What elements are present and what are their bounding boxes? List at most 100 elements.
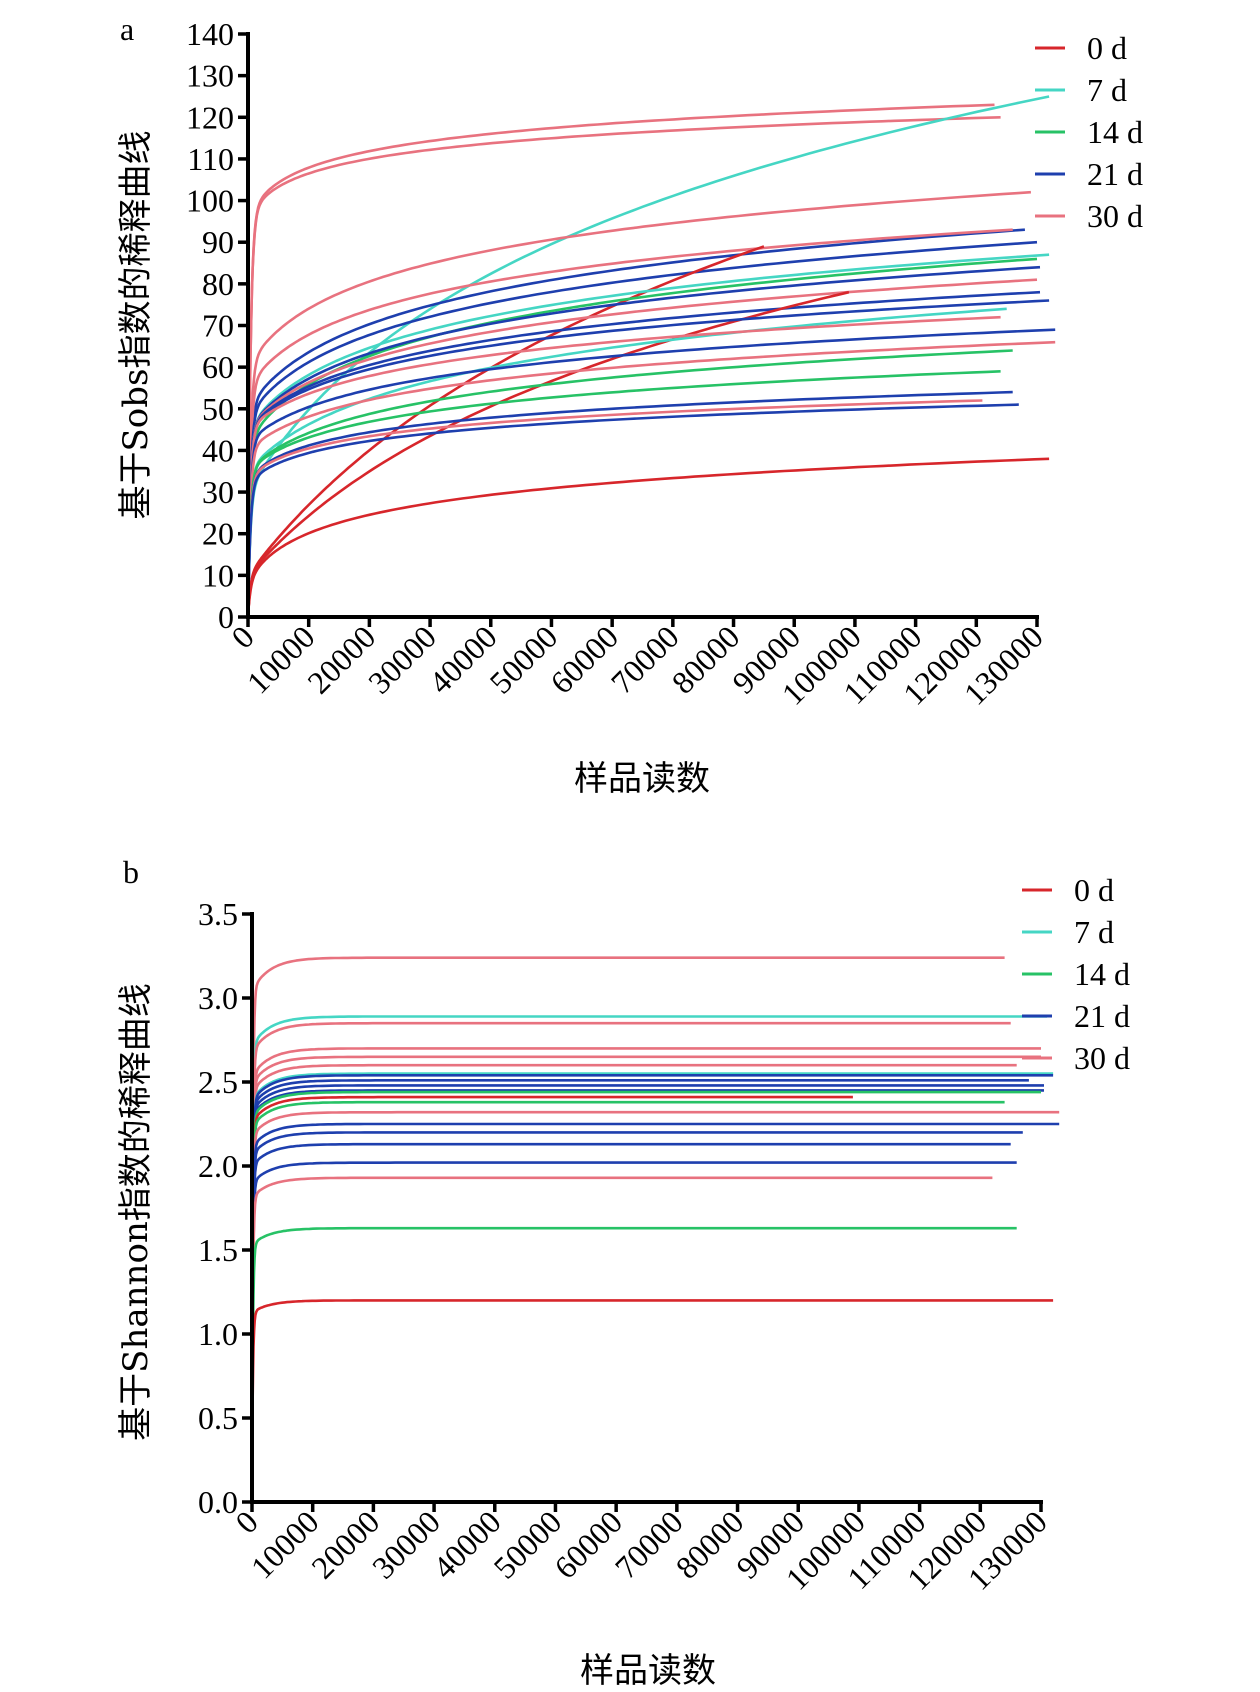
- y-tick-label: 100: [186, 183, 234, 219]
- x-tick-label: 80000: [664, 618, 746, 700]
- y-tick-label: 40: [202, 432, 234, 468]
- series-line-14d-11: [250, 1090, 1041, 1502]
- series-line-21d-12: [246, 290, 1041, 617]
- x-tick-label: 10000: [240, 618, 322, 700]
- y-tick-label: 1.5: [198, 1232, 238, 1268]
- series-line-21d-16: [250, 1131, 1023, 1502]
- chart-b-y-ticks: 0.0 0.5 1.0 1.5 2.0 2.5 3.0 3.5: [198, 896, 252, 1520]
- series-line-21d-21: [246, 390, 1013, 618]
- series-line-21d-6: [246, 240, 1038, 617]
- series-line-30d-2: [250, 1021, 1011, 1502]
- x-tick-label: 70000: [604, 618, 686, 700]
- legend-item: 14 d: [1035, 114, 1143, 150]
- series-line-21d-8: [250, 1079, 1029, 1502]
- series-line-21d-10: [250, 1089, 1044, 1502]
- y-tick-label: 1.0: [198, 1316, 238, 1352]
- legend-item: 30 d: [1022, 1040, 1130, 1076]
- y-tick-label: 3.5: [198, 896, 238, 932]
- series-line-14d-20: [250, 1226, 1017, 1502]
- series-line-30d-22: [246, 399, 983, 618]
- x-tick-label: 30000: [361, 618, 443, 700]
- series-line-30d-3: [246, 190, 1031, 617]
- y-tick-label: 0.5: [198, 1400, 238, 1436]
- chart-b-x-ticks: 0100002000030000400005000060000700008000…: [228, 1502, 1054, 1597]
- chart-b-legend: 0 d 7 d 14 d 21 d 30 d: [1022, 872, 1130, 1076]
- series-line-21d-9: [250, 1084, 1044, 1502]
- panel-label-b: b: [123, 854, 139, 890]
- series-line-30d-0: [250, 956, 1005, 1502]
- x-tick-label: 70000: [608, 1503, 690, 1585]
- series-line-30d-19: [250, 1176, 993, 1502]
- legend-item: 0 d: [1035, 30, 1127, 66]
- y-tick-label: 2.0: [198, 1148, 238, 1184]
- chart-b-y-axis-title: 基于Shannon指数的稀释曲线: [116, 983, 156, 1441]
- series-line-0d-12: [250, 1095, 853, 1502]
- series-line-30d-11: [246, 278, 1038, 617]
- x-tick-label: 40000: [422, 618, 504, 700]
- y-tick-label: 3.0: [198, 980, 238, 1016]
- legend-label: 21 d: [1074, 998, 1130, 1034]
- chart-b-x-axis-title: 样品读数: [580, 1651, 716, 1691]
- y-tick-label: 130: [186, 58, 234, 94]
- legend-item: 7 d: [1022, 914, 1114, 950]
- y-tick-label: 60: [202, 349, 234, 385]
- legend-label: 7 d: [1087, 72, 1127, 108]
- series-line-30d-3: [250, 1047, 1041, 1502]
- legend-item: 21 d: [1035, 156, 1143, 192]
- legend-label: 30 d: [1087, 198, 1143, 234]
- series-line-0d-24: [246, 457, 1050, 619]
- series-line-21d-23: [246, 403, 1019, 618]
- series-line-30d-1: [246, 116, 1001, 617]
- x-tick-label: 80000: [668, 1503, 750, 1585]
- series-line-21d-7: [250, 1074, 1054, 1502]
- legend-label: 14 d: [1087, 114, 1143, 150]
- legend-label: 14 d: [1074, 956, 1130, 992]
- legend-item: 0 d: [1022, 872, 1114, 908]
- series-line-7d-6: [250, 1072, 1054, 1502]
- legend-item: 21 d: [1022, 998, 1130, 1034]
- series-line-21d-18: [250, 1161, 1017, 1502]
- series-line-14d-20: [246, 370, 1001, 618]
- chart-a-x-axis-title: 样品读数: [574, 759, 710, 799]
- x-tick-label: 50000: [482, 618, 564, 700]
- chart-b-shannon: b 0.00.51.01.52.02.53.03.5 0100002000030…: [116, 854, 1130, 1691]
- y-tick-label: 90: [202, 224, 234, 260]
- legend-label: 7 d: [1074, 914, 1114, 950]
- x-tick-label: 60000: [543, 618, 625, 700]
- chart-a-legend: 0 d 7 d 14 d 21 d 30 d: [1035, 30, 1143, 234]
- y-tick-label: 20: [202, 516, 234, 552]
- chart-a-x-ticks: 0100002000030000400005000060000700008000…: [224, 617, 1050, 712]
- series-line-30d-4: [250, 1055, 1041, 1502]
- series-line-21d-15: [250, 1122, 1060, 1502]
- chart-a-y-ticks: 0 10 20 30 40 50 60 70 80 90 100 110 120 130 140: [186, 16, 248, 635]
- series-line-21d-17: [246, 328, 1056, 617]
- chart-b-axes: [250, 912, 1043, 1504]
- series-line-30d-18: [246, 340, 1056, 617]
- x-tick-label: 40000: [426, 1503, 508, 1585]
- y-tick-label: 80: [202, 266, 234, 302]
- y-tick-label: 140: [186, 16, 234, 52]
- x-tick-label: 30000: [365, 1503, 447, 1585]
- legend-label: 21 d: [1087, 156, 1143, 192]
- y-tick-label: 120: [186, 99, 234, 135]
- x-tick-label: 0: [228, 1503, 265, 1540]
- series-line-21d-17: [250, 1142, 1011, 1502]
- series-line-21d-4: [246, 228, 1025, 617]
- y-tick-label: 110: [187, 141, 234, 177]
- series-line-30d-14: [250, 1110, 1060, 1502]
- chart-a-y-axis-title: 基于Sobs指数的稀释曲线: [116, 131, 156, 520]
- chart-a-curves: [246, 95, 1056, 619]
- panel-label-a: a: [120, 11, 134, 47]
- x-tick-label: 50000: [486, 1503, 568, 1585]
- x-tick-label: 60000: [547, 1503, 629, 1585]
- legend-item: 7 d: [1035, 72, 1127, 108]
- legend-item: 30 d: [1035, 198, 1143, 234]
- y-tick-label: 2.5: [198, 1064, 238, 1100]
- x-tick-label: 20000: [304, 1503, 386, 1585]
- series-line-30d-16: [246, 315, 1001, 617]
- series-line-30d-5: [250, 1063, 1017, 1502]
- legend-item: 14 d: [1022, 956, 1130, 992]
- series-line-0d-21: [250, 1299, 1054, 1502]
- series-line-0d-13: [246, 290, 850, 619]
